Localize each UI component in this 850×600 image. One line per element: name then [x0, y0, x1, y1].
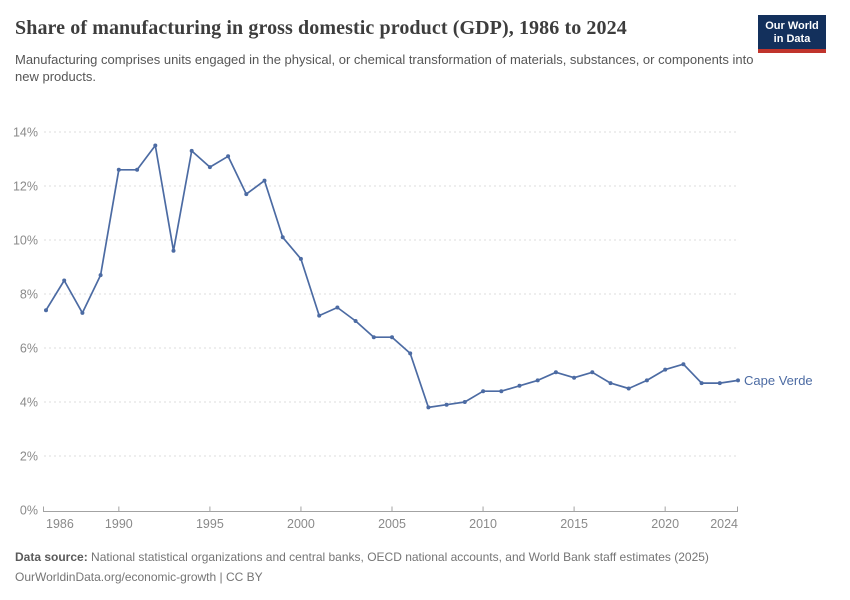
chart-footer: Data source: National statistical organi… — [15, 547, 835, 587]
data-point[interactable] — [663, 367, 668, 372]
data-point[interactable] — [481, 389, 486, 394]
data-point[interactable] — [408, 351, 413, 356]
chart-title: Share of manufacturing in gross domestic… — [15, 17, 627, 39]
data-point[interactable] — [98, 273, 103, 278]
x-tick-label: 1986 — [46, 517, 74, 531]
x-tick-label: 2020 — [651, 517, 679, 531]
y-tick-label: 12% — [13, 180, 38, 194]
y-tick-label: 0% — [20, 504, 38, 518]
y-tick-label: 2% — [20, 450, 38, 464]
data-point[interactable] — [298, 256, 303, 261]
data-point[interactable] — [317, 313, 322, 318]
chart-subtitle: Manufacturing comprises units engaged in… — [15, 52, 754, 84]
data-point[interactable] — [535, 378, 540, 383]
owid-logo-line1: Our World — [765, 20, 819, 32]
chart-header: Share of manufacturing in gross domestic… — [15, 14, 835, 85]
data-point[interactable] — [499, 389, 504, 394]
data-point[interactable] — [462, 400, 467, 404]
data-source-label: Data source: — [15, 550, 88, 564]
data-point[interactable] — [80, 310, 85, 315]
data-point[interactable] — [736, 378, 740, 383]
x-tick-label: 2024 — [710, 517, 738, 531]
x-tick-label: 2015 — [560, 517, 588, 531]
data-source-line: Data source: National statistical organi… — [15, 547, 835, 567]
data-point[interactable] — [153, 143, 158, 148]
data-point[interactable] — [717, 381, 722, 386]
data-point[interactable] — [444, 402, 449, 407]
x-tick-label: 2010 — [469, 517, 497, 531]
data-source-text: National statistical organizations and c… — [91, 550, 709, 564]
data-point[interactable] — [572, 375, 577, 380]
data-point[interactable] — [644, 378, 649, 383]
data-point[interactable] — [280, 235, 285, 240]
footer-url-line[interactable]: OurWorldinData.org/economic-growth | CC … — [15, 570, 263, 584]
x-tick-label: 2000 — [287, 517, 315, 531]
data-point[interactable] — [62, 278, 67, 283]
data-point[interactable] — [353, 319, 358, 323]
data-point[interactable] — [426, 405, 431, 410]
y-tick-label: 8% — [20, 288, 38, 302]
data-point[interactable] — [681, 362, 686, 367]
data-point[interactable] — [116, 167, 121, 172]
data-point[interactable] — [226, 154, 231, 159]
y-tick-label: 6% — [20, 342, 38, 356]
data-point[interactable] — [44, 308, 48, 313]
data-point[interactable] — [335, 305, 340, 310]
trend-line[interactable] — [45, 144, 739, 409]
data-point[interactable] — [262, 178, 267, 183]
y-tick-label: 10% — [13, 234, 38, 248]
data-point[interactable] — [171, 248, 176, 253]
x-tick-label: 1995 — [196, 517, 224, 531]
data-point[interactable] — [517, 383, 522, 388]
data-point[interactable] — [371, 335, 376, 340]
owid-logo-line2: in Data — [773, 33, 811, 45]
data-point[interactable] — [207, 165, 212, 170]
data-point[interactable] — [626, 386, 631, 391]
owid-logo[interactable]: Our World in Data — [758, 15, 826, 53]
series-end-label[interactable]: Cape Verde — [744, 373, 813, 388]
x-tick-label: 2005 — [378, 517, 406, 531]
data-point[interactable] — [390, 335, 394, 340]
data-point[interactable] — [553, 370, 558, 375]
x-tick-label: 1990 — [105, 517, 133, 531]
y-tick-label: 14% — [13, 126, 38, 140]
data-point[interactable] — [608, 381, 613, 386]
data-point[interactable] — [699, 381, 704, 386]
y-tick-label: 4% — [20, 396, 38, 410]
data-point[interactable] — [135, 167, 140, 172]
data-point[interactable] — [590, 370, 595, 375]
data-point[interactable] — [189, 148, 194, 153]
data-point[interactable] — [244, 192, 249, 197]
